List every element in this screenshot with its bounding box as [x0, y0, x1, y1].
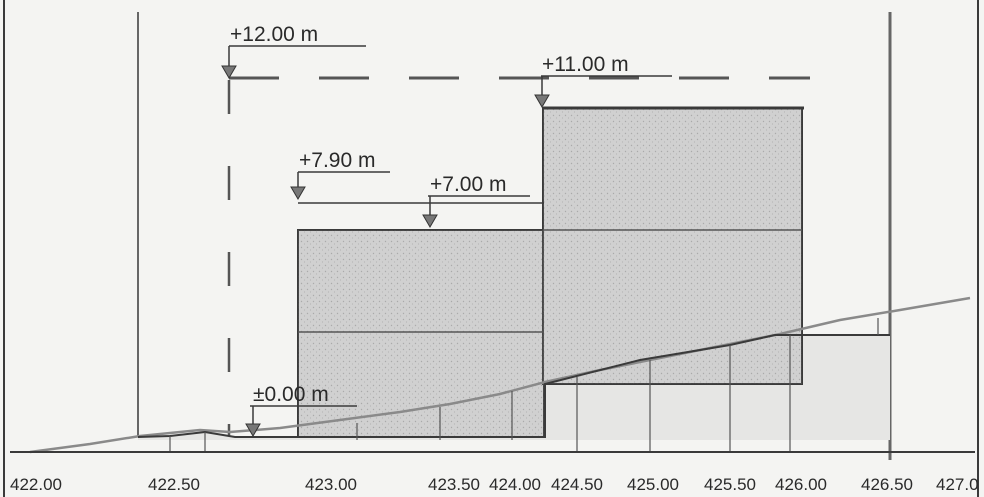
elevation-label-roof-high: +11.00 m — [542, 53, 629, 76]
level-triangle-icon — [422, 214, 438, 228]
axis-tick: 424.00 — [489, 475, 541, 494]
elevation-label-ground: ±0.00 m — [253, 383, 329, 406]
elevation-marker-top — [221, 45, 366, 79]
axis-tick: 423.00 — [305, 475, 357, 494]
axis-tick: 425.00 — [627, 475, 679, 494]
elevation-marker-roof-high — [534, 75, 672, 108]
axis-tick: 426.50 — [861, 475, 913, 494]
terrain-existing — [29, 296, 971, 454]
level-triangle-icon — [290, 186, 306, 200]
elevation-label-top: +12.00 m — [230, 23, 318, 46]
elevation-label-eave: +7.00 m — [430, 173, 506, 196]
elevation-label-roof-low: +7.90 m — [299, 149, 375, 172]
level-triangle-icon — [221, 65, 237, 79]
terrain-grid — [169, 318, 879, 452]
axis-tick: 423.50 — [428, 475, 480, 494]
terrain-proposed — [137, 334, 890, 438]
elevation-marker-ground — [245, 405, 357, 437]
axis-tick: 424.50 — [551, 475, 603, 494]
elevation-marker-roof-low — [290, 171, 544, 204]
elevation-marker-eave — [422, 195, 530, 228]
axis-tick: 425.50 — [704, 475, 756, 494]
axis-tick: 426.00 — [775, 475, 827, 494]
axis-tick: 422.50 — [148, 475, 200, 494]
level-triangle-icon — [534, 94, 550, 108]
axis-tick: 427.0 — [936, 475, 979, 494]
axis-tick: 422.00 — [10, 475, 62, 494]
